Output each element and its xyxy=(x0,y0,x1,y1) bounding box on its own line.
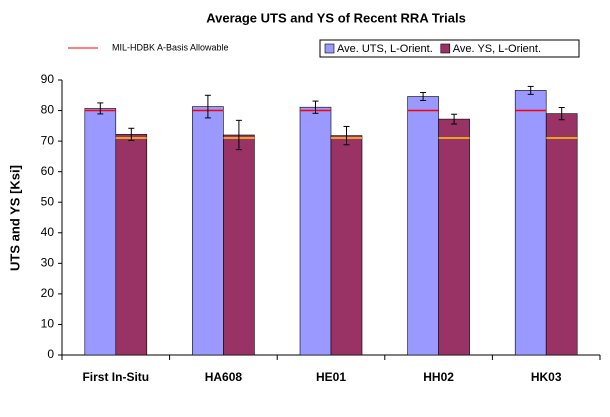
y-tick-label: 0 xyxy=(47,347,54,361)
bar xyxy=(84,108,117,356)
bar xyxy=(330,135,363,356)
bar xyxy=(438,118,470,356)
y-tick-label: 30 xyxy=(41,256,55,270)
legend-swatch xyxy=(440,43,451,54)
bar xyxy=(514,90,547,356)
y-tick-label: 50 xyxy=(41,194,55,208)
chart-title: Average UTS and YS of Recent RRA Trials xyxy=(206,10,466,25)
x-tick-label: First In-Situ xyxy=(82,370,149,384)
bar xyxy=(545,113,578,356)
bar xyxy=(192,106,224,356)
y-axis-label: UTS and YS [Ksi] xyxy=(7,165,22,271)
bar xyxy=(299,106,332,356)
x-tick-label: HE01 xyxy=(316,370,346,384)
y-tick-label: 10 xyxy=(41,317,55,331)
bar xyxy=(115,134,148,356)
bar xyxy=(407,96,439,356)
y-tick-label: 60 xyxy=(41,164,55,178)
bar xyxy=(223,134,255,356)
y-tick-label: 40 xyxy=(41,225,55,239)
y-tick-label: 80 xyxy=(41,103,55,117)
legend-label: Ave. YS, L-Orient. xyxy=(453,43,541,55)
legend-swatch xyxy=(324,43,335,54)
x-tick-label: HH02 xyxy=(423,370,454,384)
x-tick-label: HA608 xyxy=(205,370,243,384)
y-tick-label: 90 xyxy=(41,72,55,86)
legend-label: MIL-HDBK A-Basis Allowable xyxy=(112,42,229,52)
y-tick-label: 70 xyxy=(41,133,55,147)
legend-label: Ave. UTS, L-Orient. xyxy=(337,43,433,55)
y-tick-label: 20 xyxy=(41,286,55,300)
x-tick-label: HK03 xyxy=(531,370,562,384)
